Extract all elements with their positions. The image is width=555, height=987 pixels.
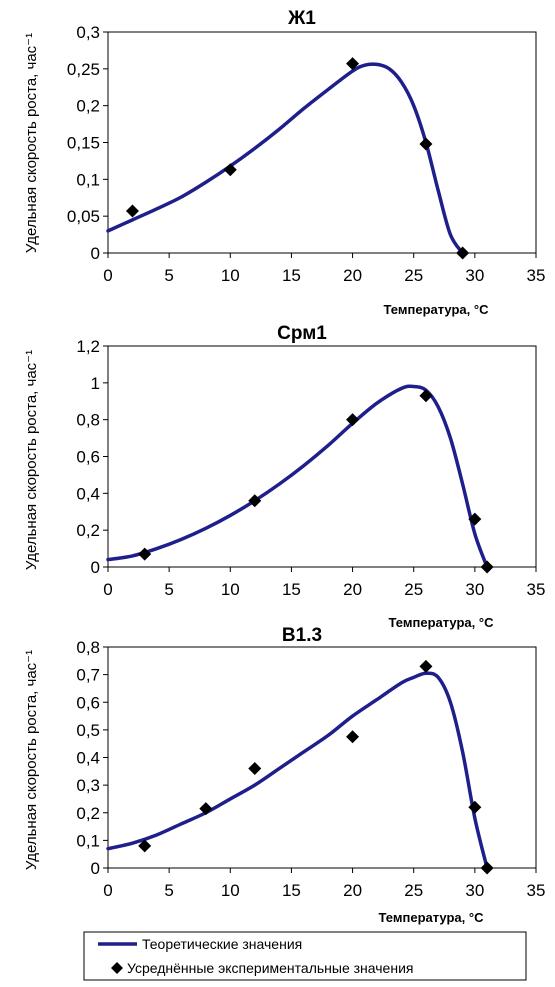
chart-2: Срм1 Температура, °С Удельная скорость рос… bbox=[23, 323, 545, 630]
y-axis-label: Удельная скорость роста, час⁻¹ bbox=[23, 33, 40, 253]
legend-box bbox=[83, 931, 527, 981]
y-tick-label: 0 bbox=[91, 244, 100, 263]
charts: Ж1 Температура, °С Удельная скорость роста… bbox=[23, 8, 545, 925]
legend: Теоретические значения Усреднённые экспе… bbox=[83, 931, 527, 981]
plot-area bbox=[107, 646, 537, 869]
x-tick-label: 30 bbox=[465, 266, 484, 285]
y-tick-label: 0,1 bbox=[76, 831, 100, 850]
y-tick-label: 0,4 bbox=[76, 749, 100, 768]
x-tick-label: 30 bbox=[465, 881, 484, 900]
data-point-diamond bbox=[480, 861, 494, 875]
y-tick-label: 0,1 bbox=[76, 170, 100, 189]
y-tick-label: 0,8 bbox=[76, 638, 100, 657]
x-tick-label: 0 bbox=[103, 266, 112, 285]
chart-3: В1.3 Температура, °С Удельная скорость рос… bbox=[23, 625, 545, 925]
chart-title: Ж1 bbox=[287, 8, 316, 29]
plot-area bbox=[107, 31, 537, 254]
y-tick-label: 0 bbox=[91, 558, 100, 577]
data-point-diamond bbox=[419, 659, 433, 673]
y-tick-label: 1 bbox=[91, 374, 100, 393]
x-tick-label: 30 bbox=[465, 580, 484, 599]
legend-marker-label: Усреднённые экспериментальные значения bbox=[127, 960, 413, 976]
series-line-theoretical bbox=[106, 62, 465, 255]
series-line-theoretical bbox=[106, 384, 489, 569]
y-tick-label: 0,05 bbox=[67, 207, 100, 226]
chart-title: В1.3 bbox=[282, 625, 322, 646]
x-tick-label: 25 bbox=[404, 266, 423, 285]
y-tick-label: 0,15 bbox=[67, 134, 100, 153]
data-point-diamond bbox=[468, 800, 482, 814]
x-tick-label: 0 bbox=[103, 580, 112, 599]
x-tick-label: 20 bbox=[343, 266, 362, 285]
x-axis-label: Температура, °С bbox=[389, 615, 495, 630]
y-tick-label: 0,2 bbox=[76, 521, 100, 540]
data-point-diamond bbox=[346, 413, 360, 427]
y-axis-label: Удельная скорость роста, час⁻¹ bbox=[23, 650, 40, 870]
chart-title: Срм1 bbox=[277, 323, 327, 344]
series-line-theoretical bbox=[106, 671, 489, 870]
y-tick-label: 0,5 bbox=[76, 721, 100, 740]
x-axis-label: Температура, °С bbox=[384, 302, 490, 317]
data-point-diamond bbox=[346, 57, 360, 71]
x-tick-label: 20 bbox=[343, 881, 362, 900]
plot-area bbox=[107, 345, 537, 568]
x-tick-label: 20 bbox=[343, 580, 362, 599]
data-point-diamond bbox=[419, 137, 433, 151]
legend-marker-sample bbox=[111, 962, 123, 974]
data-point-diamond bbox=[199, 802, 213, 816]
x-tick-label: 25 bbox=[404, 881, 423, 900]
x-tick-label: 15 bbox=[282, 580, 301, 599]
y-tick-label: 0,6 bbox=[76, 693, 100, 712]
x-tick-label: 35 bbox=[527, 580, 546, 599]
data-point-diamond bbox=[456, 246, 470, 260]
x-tick-label: 35 bbox=[527, 266, 546, 285]
x-tick-label: 10 bbox=[221, 580, 240, 599]
x-tick-label: 5 bbox=[164, 266, 173, 285]
x-axis-label: Температура, °С bbox=[379, 910, 485, 925]
y-tick-label: 0,3 bbox=[76, 776, 100, 795]
y-tick-label: 0,7 bbox=[76, 666, 100, 685]
y-tick-label: 0,8 bbox=[76, 411, 100, 430]
x-tick-label: 15 bbox=[282, 881, 301, 900]
y-tick-label: 0,6 bbox=[76, 448, 100, 467]
x-tick-label: 0 bbox=[103, 881, 112, 900]
chart-1: Ж1 Температура, °С Удельная скорость роста… bbox=[23, 8, 545, 317]
legend-line-label: Теоретические значения bbox=[142, 936, 302, 952]
data-point-diamond bbox=[138, 839, 152, 853]
data-point-diamond bbox=[346, 730, 360, 744]
y-tick-label: 0 bbox=[91, 859, 100, 878]
data-point-diamond bbox=[419, 389, 433, 403]
y-axis-label: Удельная скорость роста, час⁻¹ bbox=[23, 350, 40, 570]
data-point-diamond bbox=[480, 560, 494, 574]
data-point-diamond bbox=[223, 163, 237, 177]
data-point-diamond bbox=[138, 547, 152, 561]
x-tick-label: 25 bbox=[404, 580, 423, 599]
x-tick-label: 5 bbox=[164, 881, 173, 900]
x-tick-label: 35 bbox=[527, 881, 546, 900]
data-point-diamond bbox=[248, 494, 262, 508]
y-tick-label: 1,2 bbox=[76, 337, 100, 356]
x-tick-label: 15 bbox=[282, 266, 301, 285]
y-tick-label: 0,25 bbox=[67, 60, 100, 79]
x-tick-label: 10 bbox=[221, 881, 240, 900]
y-tick-label: 0,2 bbox=[76, 97, 100, 116]
x-tick-label: 5 bbox=[164, 580, 173, 599]
y-tick-label: 0,3 bbox=[76, 23, 100, 42]
data-point-diamond bbox=[468, 512, 482, 526]
data-point-diamond bbox=[125, 204, 139, 218]
x-tick-label: 10 bbox=[221, 266, 240, 285]
data-point-diamond bbox=[248, 762, 262, 776]
y-tick-label: 0,2 bbox=[76, 804, 100, 823]
y-tick-label: 0,4 bbox=[76, 484, 100, 503]
